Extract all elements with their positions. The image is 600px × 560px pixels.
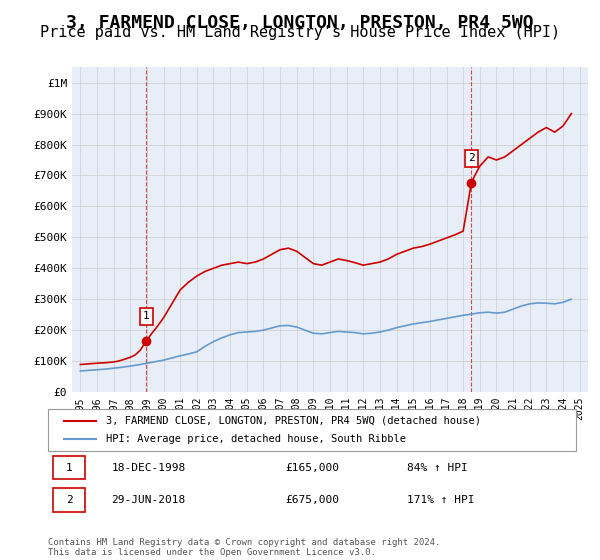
Text: 2: 2 [468,153,475,164]
Text: £675,000: £675,000 [286,495,340,505]
Text: 3, FARMEND CLOSE, LONGTON, PRESTON, PR4 5WQ (detached house): 3, FARMEND CLOSE, LONGTON, PRESTON, PR4 … [106,416,481,426]
Text: 18-DEC-1998: 18-DEC-1998 [112,463,185,473]
Text: 2: 2 [66,495,73,505]
Text: 1: 1 [66,463,73,473]
Text: HPI: Average price, detached house, South Ribble: HPI: Average price, detached house, Sout… [106,434,406,444]
FancyBboxPatch shape [53,488,85,512]
FancyBboxPatch shape [53,456,85,479]
Text: 171% ↑ HPI: 171% ↑ HPI [407,495,475,505]
Text: Price paid vs. HM Land Registry's House Price Index (HPI): Price paid vs. HM Land Registry's House … [40,25,560,40]
Text: Contains HM Land Registry data © Crown copyright and database right 2024.
This d: Contains HM Land Registry data © Crown c… [48,538,440,557]
Text: 3, FARMEND CLOSE, LONGTON, PRESTON, PR4 5WQ: 3, FARMEND CLOSE, LONGTON, PRESTON, PR4 … [66,14,534,32]
FancyBboxPatch shape [48,409,576,451]
Text: 1: 1 [143,311,149,321]
Text: £165,000: £165,000 [286,463,340,473]
Text: 84% ↑ HPI: 84% ↑ HPI [407,463,468,473]
Text: 29-JUN-2018: 29-JUN-2018 [112,495,185,505]
